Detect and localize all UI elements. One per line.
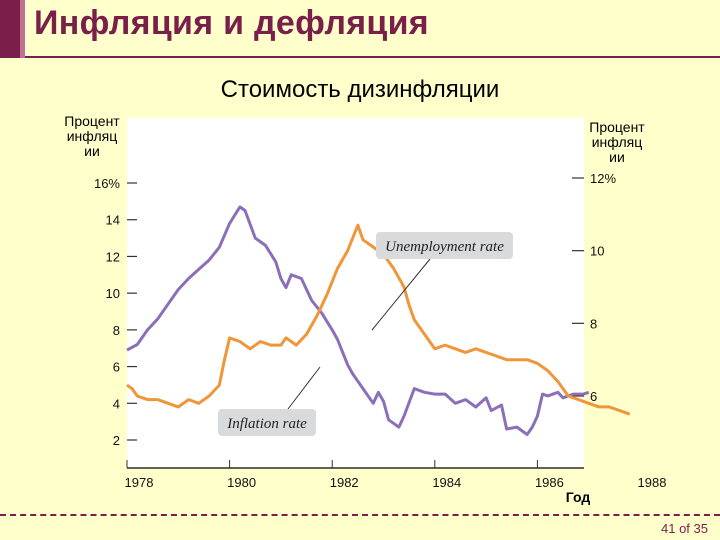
title-accent-bar [0,0,22,58]
unemployment-rate-line [126,223,631,416]
axes-group [126,177,584,469]
unemployment-rate-annotation-leader [371,258,431,331]
x-tick-label: 1978 [125,475,154,490]
right-tick-label: 10 [590,244,604,259]
right-tick-label: 6 [590,389,597,404]
left-tick-label: 16% [94,176,120,191]
x-axis-title: Год [566,489,591,505]
inflation-rate-line [126,205,590,436]
left-tick-label: 12 [106,249,120,264]
x-tick-label: 1982 [330,475,359,490]
page-number: 41 of 35 [661,521,708,536]
x-tick-label: 1986 [535,475,564,490]
footer-divider [0,514,720,516]
x-tick-label: 1988 [638,475,667,490]
x-tick-label: 1984 [432,475,461,490]
left-tick-label: 2 [113,433,120,448]
inflation-rate-annotation-box [218,409,316,436]
x-tick-label: 1980 [227,475,256,490]
page-total: of 35 [679,521,708,536]
title-accent-stripe [20,0,25,58]
page-current: 41 [660,521,676,536]
left-tick-label: 14 [106,213,120,228]
unemployment-rate-annotation-box [376,232,513,259]
left-tick-label: 10 [106,286,120,301]
y-axis-title-right: Процент инфляц ии [589,119,645,165]
inflation-rate-annotation-leader [287,366,321,410]
chart-title: Стоимость дизинфляции [220,76,500,103]
title-divider [25,56,720,58]
right-tick-label: 12% [590,171,616,186]
left-tick-label: 4 [113,396,120,411]
labels-group: 2 4 6 8 10 12 14 16% 6 8 10 12% 1978 1980 1982 1984 1986… [64,113,666,505]
series-group [126,205,631,436]
y-axis-title-left: Процент инфляц ии [64,113,120,159]
right-tick-label: 8 [590,316,597,331]
left-tick-label: 6 [113,360,120,375]
inflation-rate-annotation-label: Inflation rate [226,416,307,432]
slide-title: Инфляция и дефляция [34,4,429,42]
unemployment-rate-annotation-label: Unemployment rate [385,239,504,255]
left-tick-label: 8 [113,323,120,338]
plot-background [127,118,584,468]
